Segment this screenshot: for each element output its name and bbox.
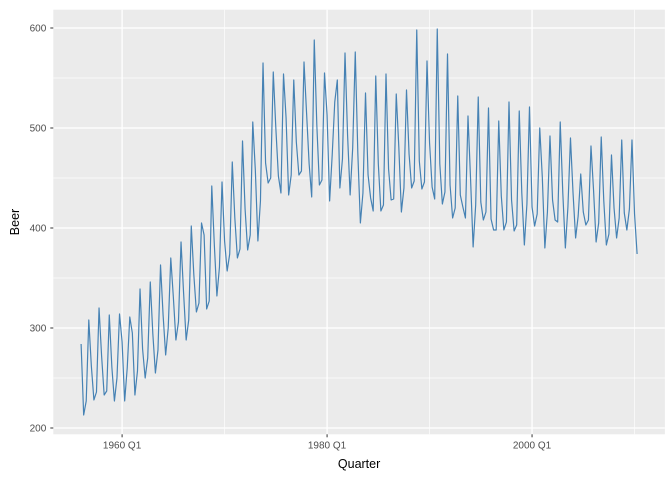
x-tick-label: 1980 Q1: [308, 440, 347, 451]
y-tick-label: 500: [30, 124, 47, 135]
gridlines-major: [53, 9, 665, 435]
y-axis-title: Beer: [8, 209, 22, 235]
x-axis-title: Quarter: [338, 457, 380, 471]
y-tick-label: 300: [30, 324, 47, 335]
x-tick-label: 2000 Q1: [513, 440, 552, 451]
y-axis-tick-labels: 200 300 400 500 600: [30, 24, 47, 435]
y-tick-label: 600: [30, 24, 47, 35]
x-tick-label: 1960 Q1: [103, 440, 142, 451]
x-axis-tick-labels: 1960 Q1 1980 Q1 2000 Q1: [103, 440, 552, 451]
beer-series-line: [80, 28, 638, 416]
y-tick-label: 200: [30, 424, 47, 435]
y-tick-label: 400: [30, 224, 47, 235]
axis-tick-marks: [50, 27, 533, 438]
